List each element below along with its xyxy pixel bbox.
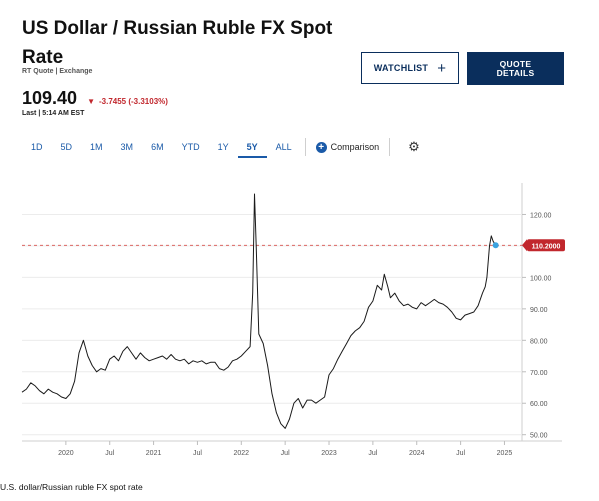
- divider: [304, 138, 306, 156]
- range-3m[interactable]: 3M: [120, 142, 134, 152]
- y-tick-label: 70.00: [530, 370, 548, 377]
- page-title: US Dollar / Russian Ruble FX Spot Rate: [22, 18, 333, 68]
- x-tick-label: Jul: [368, 450, 377, 457]
- current-price-pointer: [522, 239, 527, 252]
- x-tick-label: 2023: [321, 450, 337, 457]
- watchlist-label: WATCHLIST: [373, 63, 429, 73]
- x-tick-label: Jul: [105, 450, 114, 457]
- comparison-button[interactable]: + Comparison: [310, 141, 386, 153]
- x-tick-label: 2020: [58, 450, 74, 457]
- y-tick-label: 80.00: [530, 338, 548, 345]
- chart-caption: U.S. dollar/Russian ruble FX spot rate: [0, 482, 143, 492]
- price-chart: 50.0060.0070.0080.0090.00100.00110.00120…: [21, 183, 565, 457]
- current-price-text: 110.2000: [532, 243, 561, 250]
- x-tick-label: Jul: [456, 450, 465, 457]
- range-all[interactable]: ALL: [275, 142, 292, 152]
- y-tick-label: 100.00: [530, 275, 552, 282]
- y-tick-label: 90.00: [530, 307, 548, 314]
- x-tick-label: 2021: [146, 450, 162, 457]
- range-5y[interactable]: 5Y: [237, 136, 267, 158]
- price-change: -3.7455 (-3.3103%): [98, 97, 168, 106]
- divider: [389, 138, 391, 156]
- quote-source: RT Quote | Exchange: [22, 68, 93, 75]
- range-1m[interactable]: 1M: [90, 142, 103, 152]
- current-point: [492, 242, 499, 249]
- comparison-label: Comparison: [330, 142, 380, 152]
- y-tick-label: 120.00: [530, 212, 552, 219]
- watchlist-button[interactable]: WATCHLIST +: [361, 52, 459, 84]
- down-arrow-icon: ▼: [87, 97, 95, 106]
- current-price-label: 110.2000: [522, 239, 565, 252]
- time-range-selector: 1D 5D 1M 3M 6M YTD 1Y 5Y ALL + Compariso…: [22, 136, 420, 158]
- range-6m[interactable]: 6M: [151, 142, 164, 152]
- x-tick-label: Jul: [193, 450, 202, 457]
- x-tick-label: Jul: [281, 450, 290, 457]
- last-updated: Last | 5:14 AM EST: [22, 110, 85, 117]
- y-tick-label: 60.00: [530, 401, 548, 408]
- range-1d[interactable]: 1D: [31, 142, 43, 152]
- price-row: 109.40 ▼ -3.7455 (-3.3103%): [22, 88, 168, 109]
- y-tick-label: 50.00: [530, 433, 548, 440]
- quote-details-button[interactable]: QUOTE DETAILS: [467, 52, 564, 85]
- series-line: [21, 193, 497, 429]
- plus-circle-icon: +: [315, 141, 327, 153]
- plus-icon: +: [437, 59, 447, 77]
- range-ytd[interactable]: YTD: [181, 142, 200, 152]
- gear-icon[interactable]: ⚙: [408, 139, 420, 154]
- quote-details-label: QUOTE DETAILS: [496, 58, 535, 78]
- x-tick-label: 2025: [497, 450, 513, 457]
- range-1y[interactable]: 1Y: [217, 142, 229, 152]
- last-price: 109.40: [22, 88, 78, 108]
- x-tick-label: 2024: [409, 450, 425, 457]
- current-price-box: [527, 239, 565, 252]
- x-tick-label: 2022: [234, 450, 250, 457]
- range-5d[interactable]: 5D: [60, 142, 73, 152]
